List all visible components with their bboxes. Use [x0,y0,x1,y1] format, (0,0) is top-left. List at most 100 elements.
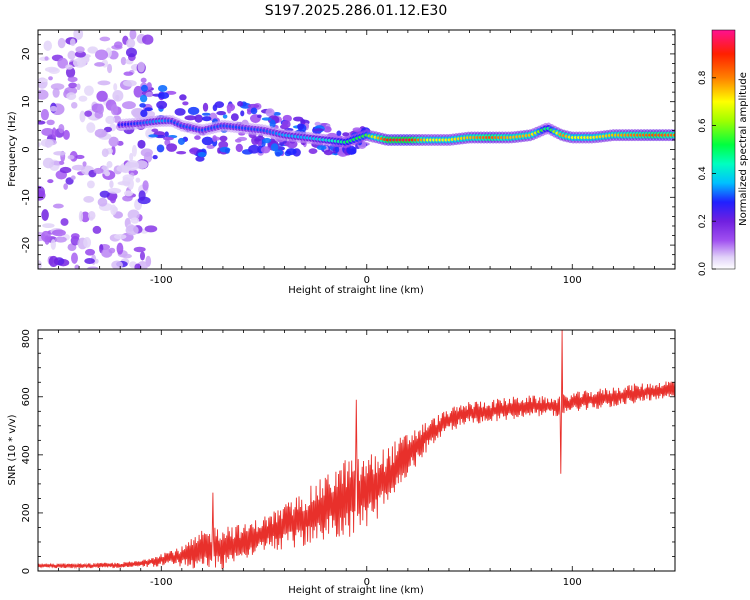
spectrogram-noise-cell [84,110,93,117]
snr-y-axis-label: SNR (10 * v/v) [7,414,18,485]
spectrogram-noise-cell [64,86,78,95]
spectrogram-y-tick-label: 10 [21,95,32,108]
spectrogram-noise-cell [122,195,133,202]
spectrogram-scatter-cell [201,136,214,146]
spectrogram-scatter-cell [262,137,272,144]
spectrogram-noise-cell [126,38,136,49]
spectrogram-noise-cell [101,148,109,158]
spectrogram-noise-cell [108,136,119,147]
spectrogram-x-axis-label: Height of straight line (km) [288,285,424,296]
spectrogram-noise-cell [131,144,137,157]
spectrogram-scatter-cell [144,107,153,112]
spectrogram-scatter-cell [316,145,327,151]
spectrogram-noise-cell [121,253,132,259]
spectrogram-noise-cell [120,56,127,66]
spectrogram-noise-cell [59,160,65,165]
spectrogram-scatter-cell [202,102,209,112]
spectrogram-scatter-cell [272,111,281,116]
spectrogram-noise-cell [47,179,54,184]
spectrogram-noise-cell [86,266,99,269]
spectrogram-scatter-cell [352,127,362,132]
spectrogram-noise-cell [57,57,69,69]
spectrogram-noise-cell [59,166,72,174]
spectrogram-scatter-cell [162,136,174,141]
spectrogram-y-axis-label: Frequency (Hz) [7,111,18,187]
spectrogram-noise-cell [83,196,95,203]
spectrogram-x-tick-label: 100 [563,275,582,286]
spectrogram-noise-cell [87,210,96,220]
snr-y-tick-label: 0 [21,568,32,574]
colorbar-tick-label: 0.8 [698,70,708,85]
spectrogram-noise-cell [127,209,140,221]
spectrogram-noise-cell [140,148,153,157]
spectrogram-scatter-cell [248,144,260,154]
spectrogram-noise-cell [43,40,53,51]
snr-y-tick-label: 800 [21,329,32,348]
spectrogram-scatter-cell [281,120,291,129]
spectrogram-noise-cell [134,263,142,269]
spectrogram-noise-cell [123,190,134,197]
spectrogram-scatter-cell [314,121,321,127]
spectrogram-scatter-cell [148,134,159,138]
spectrogram-noise-cell [49,105,58,112]
spectrogram-x-tick-label: 0 [364,275,370,286]
spectrogram-noise-cell [75,154,85,159]
spectrogram-scatter-cell [140,84,148,92]
spectrogram-noise-cell [65,66,76,79]
spectrogram-scatter-cell [250,107,258,115]
spectrogram-scatter-cell [202,116,212,122]
spectrogram-noise-cell [48,255,59,268]
spectrogram-noise-cell [78,95,88,102]
colorbar-tick-label: 0.4 [698,166,708,181]
spectrogram-noise-cell [75,46,85,53]
snr-x-axis-label: Height of straight line (km) [288,585,424,596]
spectrogram-noise-cell [65,177,74,185]
spectrogram-noise-cell [108,247,116,254]
spectrogram-noise-cell [140,77,147,83]
colorbar-tick-label: 0.6 [698,118,708,133]
spectrogram-noise-cell [141,34,154,45]
spectrogram-noise-cell [44,235,50,245]
spectrogram-scatter-cell [137,139,146,149]
snr-y-tick-label: 400 [21,445,32,464]
spectrogram-noise-cell [111,260,123,269]
spectrogram-noise-cell [78,210,84,222]
spectrogram-scatter-cell [157,92,170,99]
spectrogram-scatter-cell [293,116,304,122]
spectrogram-noise-cell [123,71,134,76]
spectrogram-noise-cell [54,236,67,243]
spectrogram-scatter-cell [187,106,200,115]
spectrogram-x-tick-label: -100 [150,275,173,286]
spectrogram-scatter-cell [164,131,169,138]
spectrogram-scatter-cell [254,138,262,142]
spectrogram-noise-cell [125,47,137,58]
spectrogram-scatter-cell [139,103,146,108]
spectrogram-noise-cell [106,161,113,169]
colorbar-tick-label: 0.0 [698,262,708,277]
spectrogram-noise-cell [84,258,95,265]
spectrogram-noise-cell [50,83,65,90]
spectrogram-scatter-cell [140,109,148,118]
snr-x-tick-label: 0 [364,577,370,588]
spectrogram-noise-cell [76,83,81,91]
spectrogram-scatter-cell [237,101,244,107]
spectrogram-scatter-cell [336,130,342,137]
spectrogram-noise-cell [41,209,49,221]
snr-x-tick-label: 100 [563,577,582,588]
spectrogram-noise-cell [137,61,145,73]
spectrogram-scatter-cell [166,143,178,152]
spectrogram-noise-cell [109,180,114,189]
spectrogram-noise-cell [86,122,96,133]
spectrogram-scatter-cell [145,91,154,98]
spectrogram-noise-cell [138,190,146,201]
spectrogram-scatter-cell [260,146,271,154]
spectrogram-noise-cell [52,229,66,237]
snr-x-tick-label: -100 [150,577,173,588]
colorbar-ticks: 0.0 0.2 0.4 0.6 0.8 [698,70,716,276]
spectrogram-scatter-cell [247,103,260,109]
spectrogram-y-ticks: -20 -10 0 10 20 [21,34,675,265]
spectrogram-scatter-cell [346,145,357,155]
spectrogram-noise-cell [70,233,80,240]
spectrogram-noise-cell [133,246,146,253]
